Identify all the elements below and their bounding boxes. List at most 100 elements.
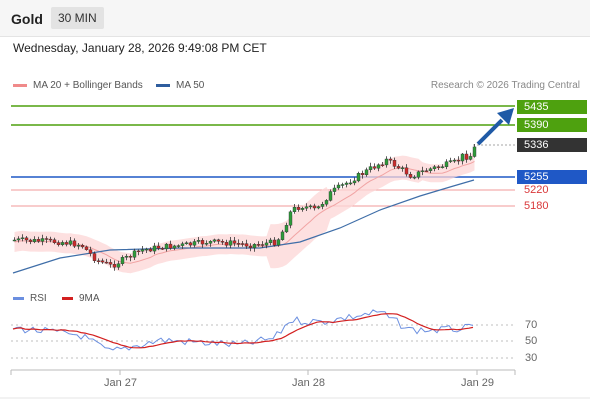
candle-body xyxy=(192,241,197,246)
level-tag-r2: 5435 xyxy=(517,100,587,114)
candle-body xyxy=(324,200,329,205)
candle-body xyxy=(368,166,373,170)
candle-body xyxy=(268,239,273,243)
candle-body xyxy=(92,253,97,262)
forecast-arrow xyxy=(476,108,514,146)
candle-body xyxy=(392,159,397,167)
candle-body xyxy=(424,170,429,172)
legend-swatch xyxy=(62,296,73,300)
x-tick-jan29: Jan 29 xyxy=(461,377,495,389)
forecast-arrow-head xyxy=(497,108,514,125)
candle-body xyxy=(388,158,393,161)
candle-body xyxy=(116,263,121,268)
legend-label-rsi: RSI xyxy=(30,293,47,304)
candlestick-series xyxy=(12,144,477,271)
candle-body xyxy=(124,256,129,258)
candle-body xyxy=(44,238,49,240)
level-tag-s2: 5180 xyxy=(524,200,549,212)
legend-item-ma9: 9MA xyxy=(62,293,100,305)
candle-body xyxy=(88,249,93,254)
candle-body xyxy=(40,238,45,242)
chart-datetime: Wednesday, January 28, 2026 9:49:08 PM C… xyxy=(13,41,267,55)
candle-body xyxy=(172,245,177,249)
rsi-line xyxy=(12,309,474,351)
candle-body xyxy=(168,243,173,249)
candle-body xyxy=(120,257,125,264)
candle-body xyxy=(276,239,281,246)
candle-body xyxy=(464,153,469,160)
candle-body xyxy=(472,146,477,157)
candle-body xyxy=(364,169,369,175)
candle-body xyxy=(444,161,449,167)
candle-body xyxy=(448,160,453,162)
candle-body xyxy=(280,231,285,240)
candle-body xyxy=(184,242,189,245)
candle-body xyxy=(420,170,425,172)
candle-body xyxy=(384,158,389,166)
candle-body xyxy=(396,166,401,169)
candle-body xyxy=(64,242,69,245)
candle-body xyxy=(428,168,433,171)
legend-label-ma50: MA 50 xyxy=(176,80,205,91)
candle-body xyxy=(80,244,85,248)
candle-body xyxy=(68,240,73,245)
candle-body xyxy=(76,244,81,247)
candle-body xyxy=(356,173,361,182)
candle-body xyxy=(204,243,209,245)
candle-body xyxy=(288,211,293,226)
candle-body xyxy=(136,250,141,253)
candle-body xyxy=(24,237,29,241)
candle-body xyxy=(312,205,317,209)
candle-body xyxy=(52,239,57,243)
candle-body xyxy=(360,173,365,175)
legend-swatch xyxy=(13,296,24,300)
candle-body xyxy=(228,240,233,246)
legend-item-bollinger: MA 20 + Bollinger Bands xyxy=(13,80,143,92)
candle-body xyxy=(408,173,413,178)
candle-body xyxy=(28,239,33,242)
candle-body xyxy=(332,187,337,192)
candle-body xyxy=(100,260,105,263)
candle-body xyxy=(432,166,437,169)
candle-body xyxy=(336,184,341,189)
candle-body xyxy=(304,206,309,209)
rsi-tick-50: 50 xyxy=(525,335,538,347)
candle-body xyxy=(196,240,201,242)
candle-body xyxy=(348,182,353,185)
legend-label-bollinger: MA 20 + Bollinger Bands xyxy=(33,80,143,91)
candle-body xyxy=(104,261,109,264)
candle-body xyxy=(240,243,245,245)
candle-body xyxy=(60,242,65,245)
candle-body xyxy=(176,245,181,247)
candle-body xyxy=(56,242,61,245)
candle-body xyxy=(200,240,205,245)
candle-body xyxy=(440,166,445,168)
candle-body xyxy=(72,240,77,247)
candle-body xyxy=(452,159,457,162)
candle-body xyxy=(144,248,149,251)
legend-swatch xyxy=(13,83,27,87)
candle-body xyxy=(220,241,225,243)
candle-body xyxy=(156,245,161,249)
candle-body xyxy=(248,245,253,248)
candle-body xyxy=(36,239,41,242)
candle-body xyxy=(232,240,237,244)
candle-body xyxy=(272,239,277,246)
candle-body xyxy=(456,159,461,162)
candle-body xyxy=(224,242,229,246)
candle-body xyxy=(380,164,385,167)
candle-body xyxy=(108,262,113,265)
candle-body xyxy=(96,260,101,262)
candle-body xyxy=(308,205,313,208)
interval-tab[interactable]: 30 MIN xyxy=(51,7,104,29)
candle-body xyxy=(292,206,297,212)
candle-body xyxy=(188,242,193,246)
candle-body xyxy=(460,153,465,162)
candle-body xyxy=(296,206,301,210)
candle-body xyxy=(320,203,325,207)
candle-body xyxy=(300,207,305,210)
candle-body xyxy=(404,167,409,175)
instrument-name: Gold xyxy=(11,11,43,27)
candle-body xyxy=(340,184,345,186)
